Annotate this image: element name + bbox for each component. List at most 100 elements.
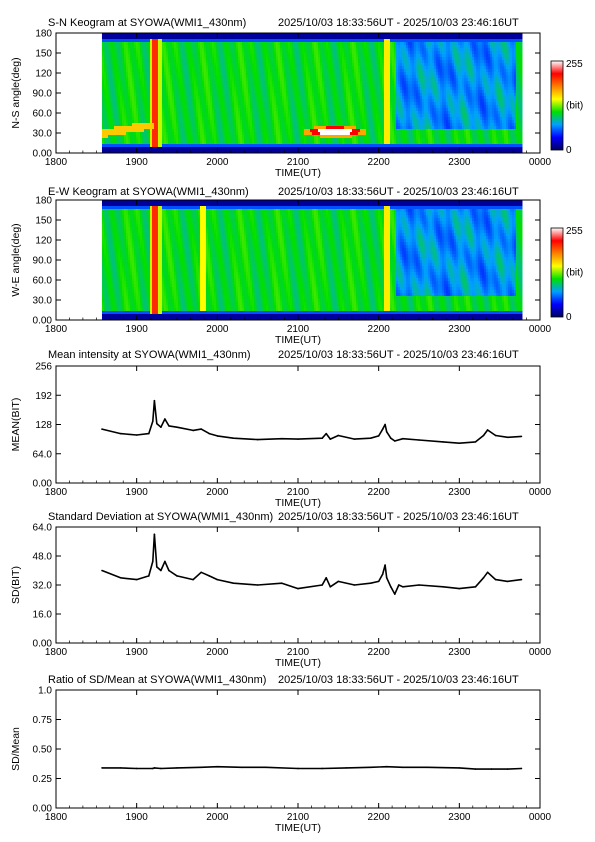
data-point [147, 575, 150, 577]
data-point [168, 425, 170, 427]
colorbar [550, 60, 564, 151]
panel-2: 255 (bit) 0 E-W Keogram at SYOWA(WMI1_430nm… [10, 186, 583, 346]
data-point [153, 767, 156, 769]
y-tick-label: 90.0 [33, 89, 53, 100]
data-point [402, 586, 404, 588]
plot-frame [55, 526, 541, 644]
x-tick-label: 2100 [287, 157, 310, 168]
data-point [474, 586, 477, 588]
data-point [176, 426, 178, 429]
x-tick-label: 1900 [126, 647, 149, 658]
x-tick-label: 1800 [45, 324, 68, 335]
y-tick-label: 0.00 [33, 479, 53, 490]
y-tick-label: 60.0 [33, 276, 53, 287]
series-line [102, 765, 522, 770]
figure-panels: 255 (bit) 0 S-N Keogram at SYOWA(WMI1_430nm… [10, 17, 583, 834]
x-tick-label: 2000 [206, 324, 229, 335]
data-point [153, 399, 156, 402]
x-axis-label: TIME(UT) [275, 334, 321, 346]
data-point [520, 435, 523, 438]
x-tick-label: 0000 [529, 324, 552, 335]
y-tick-label: 150 [35, 216, 52, 227]
data-point [369, 766, 372, 769]
y-tick-label: 120 [35, 69, 52, 80]
data-point [256, 584, 259, 586]
y-tick-label: 30.0 [33, 296, 53, 307]
data-point [135, 767, 138, 770]
x-tick-label: 0000 [529, 647, 552, 658]
data-point [337, 580, 340, 583]
x-tick-label: 2300 [448, 324, 471, 335]
data-point [208, 432, 211, 435]
data-point [385, 765, 388, 768]
data-point [520, 578, 523, 581]
y-tick-label: 16.0 [33, 610, 53, 621]
data-point [297, 587, 299, 590]
data-point [200, 571, 202, 574]
y-tick-label: 32.0 [33, 581, 53, 592]
x-tick-label: 0000 [529, 157, 552, 168]
x-tick-label: 2300 [448, 812, 471, 823]
data-point [297, 767, 299, 770]
x-tick-label: 0000 [529, 487, 552, 498]
x-tick-label: 1900 [126, 487, 149, 498]
x-tick-label: 2200 [368, 324, 391, 335]
data-point [160, 767, 162, 770]
panel-4: Standard Deviation at SYOWA(WMI1_430nm) 2… [10, 511, 552, 669]
colorbar [550, 227, 564, 318]
data-point [281, 582, 283, 584]
y-tick-label: 180 [35, 196, 52, 207]
plot-frame [55, 365, 541, 484]
data-point [119, 432, 122, 435]
data-point [394, 593, 396, 595]
plot-frame [55, 689, 541, 809]
data-point [474, 768, 477, 770]
y-axis-label: SD(BIT) [10, 566, 22, 604]
keogram-image [101, 200, 523, 321]
data-point [458, 442, 461, 445]
x-tick-label: 1800 [45, 647, 68, 658]
data-point [216, 765, 219, 768]
data-point [377, 580, 380, 583]
x-tick-label: 2100 [287, 324, 310, 335]
data-point [156, 566, 158, 568]
data-point [101, 767, 103, 769]
data-point [506, 436, 509, 439]
data-point [394, 440, 396, 442]
data-point [297, 438, 299, 440]
x-tick-label: 1900 [126, 812, 149, 823]
data-point [240, 766, 243, 769]
data-point [486, 429, 489, 431]
data-point [384, 423, 386, 426]
data-point [506, 768, 509, 770]
panel-3: Mean intensity at SYOWA(WMI1_430nm) 2025/… [10, 349, 552, 509]
data-point [482, 576, 485, 579]
data-point [325, 432, 328, 435]
x-tick-label: 2000 [206, 157, 229, 168]
data-point [474, 441, 477, 443]
data-point [281, 437, 283, 440]
data-point [377, 435, 380, 437]
data-point [164, 418, 166, 420]
x-tick-label: 2300 [448, 157, 471, 168]
x-tick-label: 2200 [368, 647, 391, 658]
panel-title: E-W Keogram at SYOWA(WMI1_430nm) [48, 186, 249, 198]
x-tick-label: 1800 [45, 487, 68, 498]
y-tick-label: 48.0 [33, 552, 53, 563]
data-point [482, 434, 485, 437]
x-tick-label: 2300 [448, 487, 471, 498]
panel-title: S-N Keogram at SYOWA(WMI1_430nm) [48, 17, 246, 29]
data-point [389, 437, 392, 440]
panel-title: Standard Deviation at SYOWA(WMI1_430nm) [48, 511, 273, 523]
data-point [216, 578, 219, 581]
data-point [385, 576, 388, 579]
data-point [353, 584, 356, 586]
data-point [232, 582, 235, 584]
y-axis-label: W-E angle(deg) [10, 223, 22, 296]
x-tick-label: 2100 [287, 647, 310, 658]
data-point [490, 768, 493, 770]
time-range: 2025/10/03 18:33:56UT - 2025/10/03 23:46… [278, 186, 519, 198]
data-point [153, 533, 156, 536]
x-axis-label: TIME(UT) [275, 167, 321, 179]
